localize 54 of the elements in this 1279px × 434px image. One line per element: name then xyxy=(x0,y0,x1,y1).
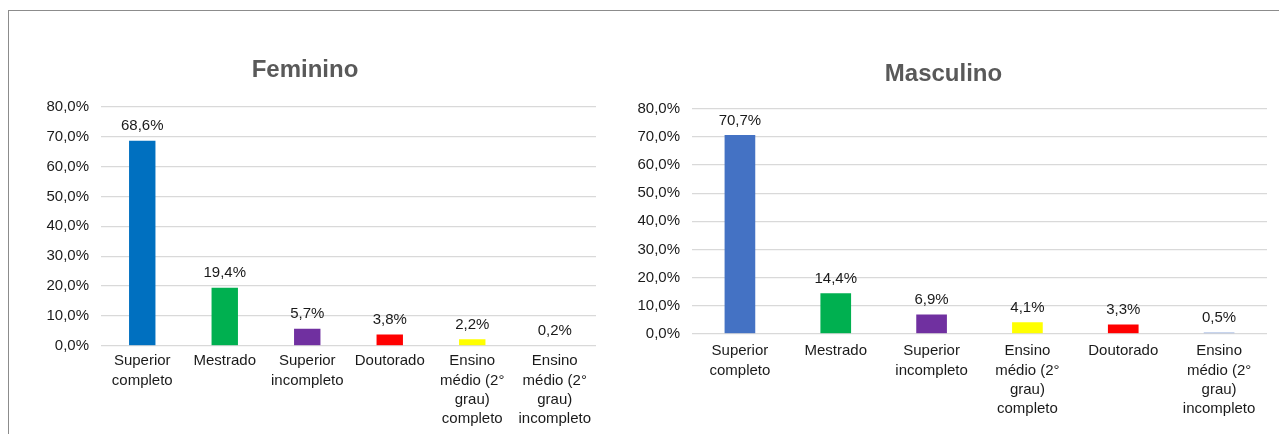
bar xyxy=(459,339,486,346)
x-tick-label: Ensino médio (2° grau) completo xyxy=(995,341,1060,416)
bar xyxy=(211,287,238,346)
bar xyxy=(129,140,156,346)
x-tick-label: Superior completo xyxy=(111,351,173,388)
x-tick-label: Doutorado xyxy=(1088,341,1159,359)
y-tick-label: 20,0% xyxy=(637,267,680,285)
y-tick-label: 0,0% xyxy=(645,323,680,341)
chart-title: Masculino xyxy=(884,59,1003,87)
data-label: 3,8% xyxy=(372,310,407,328)
data-label: 70,7% xyxy=(718,110,762,128)
x-tick-label: Superior incompleto xyxy=(270,351,344,388)
x-tick-label: Ensino médio (2° grau) incompleto xyxy=(518,351,592,426)
data-label: 0,2% xyxy=(537,320,572,338)
data-label: 5,7% xyxy=(290,304,325,322)
x-tick-label: Ensino médio (2° grau) completo xyxy=(440,351,505,426)
data-label: 2,2% xyxy=(455,314,490,332)
x-tick-label: Superior incompleto xyxy=(895,341,968,378)
y-tick-label: 60,0% xyxy=(46,156,89,174)
data-label: 19,4% xyxy=(203,263,247,281)
y-tick-label: 30,0% xyxy=(46,246,89,264)
y-tick-label: 60,0% xyxy=(637,155,680,173)
bar xyxy=(724,134,756,334)
y-tick-label: 80,0% xyxy=(46,96,89,114)
y-tick-label: 10,0% xyxy=(637,295,680,313)
y-tick-label: 70,0% xyxy=(46,126,89,144)
y-tick-label: 50,0% xyxy=(637,183,680,201)
x-tick-label: Superior completo xyxy=(709,341,771,378)
bar xyxy=(1012,322,1043,334)
data-label: 0,5% xyxy=(1201,308,1237,326)
x-tick-label: Ensino médio (2° grau) incompleto xyxy=(1182,341,1256,416)
data-label: 3,3% xyxy=(1106,300,1141,318)
x-tick-label: Doutorado xyxy=(354,351,425,369)
bar xyxy=(916,314,947,334)
chart-title: Feminino xyxy=(251,55,359,83)
y-tick-label: 0,0% xyxy=(54,335,89,353)
bar xyxy=(294,328,321,346)
y-tick-label: 80,0% xyxy=(637,98,680,116)
data-label: 6,9% xyxy=(914,290,949,308)
y-tick-label: 40,0% xyxy=(46,216,89,234)
data-label: 14,4% xyxy=(814,268,858,286)
y-tick-label: 30,0% xyxy=(637,239,680,257)
y-tick-label: 50,0% xyxy=(46,186,89,204)
data-label: 4,1% xyxy=(1010,297,1045,315)
x-tick-label: Mestrado xyxy=(193,351,257,369)
y-tick-label: 70,0% xyxy=(637,127,680,145)
x-tick-label: Mestrado xyxy=(804,341,868,359)
y-tick-label: 40,0% xyxy=(637,211,680,229)
bar xyxy=(820,293,852,334)
y-tick-label: 10,0% xyxy=(46,306,89,324)
bar xyxy=(376,334,403,346)
data-label: 68,6% xyxy=(120,116,164,134)
y-tick-label: 20,0% xyxy=(46,276,89,294)
bar xyxy=(1107,324,1139,334)
